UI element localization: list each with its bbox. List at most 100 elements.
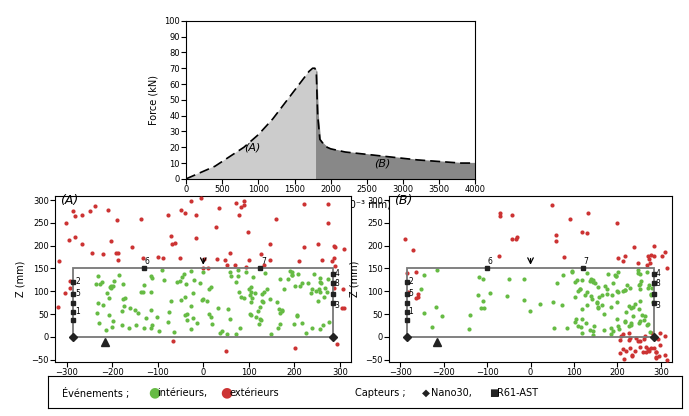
Point	[652, 336, 664, 343]
Point	[293, 270, 304, 277]
Point	[265, 295, 276, 302]
Point	[582, 270, 593, 277]
Point	[254, 303, 265, 310]
Point	[76, 241, 88, 248]
Point	[245, 289, 256, 296]
Point	[213, 205, 224, 212]
Point	[130, 307, 141, 313]
Point	[644, 260, 655, 267]
Point	[233, 289, 244, 295]
Point	[256, 298, 267, 305]
Point	[181, 311, 192, 317]
Point	[113, 272, 124, 279]
Point	[606, 330, 617, 337]
Point	[600, 282, 611, 289]
Point	[315, 275, 326, 281]
Point	[495, 213, 506, 220]
Point	[261, 286, 272, 292]
Point	[586, 292, 597, 299]
Point	[588, 322, 599, 329]
Point	[257, 299, 268, 305]
Point	[136, 289, 147, 296]
Point	[626, 320, 637, 327]
Point	[507, 212, 518, 219]
Point	[583, 210, 594, 216]
Point	[322, 220, 333, 226]
Text: 6: 6	[145, 257, 150, 266]
Text: Événements ;: Événements ;	[62, 388, 130, 399]
Point	[258, 262, 269, 268]
Point	[606, 325, 617, 332]
Point	[633, 337, 644, 344]
Point	[322, 288, 333, 295]
Point	[419, 271, 430, 278]
Point	[636, 312, 647, 318]
Point	[322, 201, 333, 208]
Point	[136, 216, 147, 223]
Text: 4: 4	[335, 268, 340, 277]
Text: 8: 8	[335, 279, 339, 287]
Point	[593, 294, 604, 300]
Point	[615, 337, 626, 343]
Point	[615, 349, 626, 356]
Point	[103, 206, 114, 213]
Point	[265, 331, 276, 337]
Point	[655, 342, 666, 349]
Point	[659, 332, 670, 339]
Point	[239, 295, 250, 302]
Text: 5: 5	[75, 289, 80, 297]
Point	[586, 276, 597, 283]
Point	[94, 281, 105, 288]
Point	[620, 287, 631, 293]
Point	[320, 285, 331, 292]
Point	[312, 240, 323, 247]
Point	[329, 243, 340, 250]
Point	[243, 228, 254, 235]
Point	[154, 327, 165, 334]
Point	[619, 318, 630, 324]
Point	[569, 319, 580, 325]
Point	[634, 286, 645, 293]
Point	[203, 265, 214, 272]
Point	[575, 285, 586, 292]
Text: 5: 5	[409, 289, 413, 297]
Point	[93, 299, 104, 306]
Point	[615, 333, 626, 339]
Point	[613, 268, 624, 275]
Point	[617, 346, 628, 352]
Text: 8: 8	[656, 279, 661, 287]
Point	[617, 330, 628, 337]
Point	[644, 348, 655, 355]
Point	[547, 201, 558, 208]
Point	[219, 257, 230, 263]
Point	[336, 305, 347, 312]
Point	[294, 282, 305, 289]
Point	[220, 348, 232, 354]
Point	[633, 281, 644, 288]
Point	[163, 211, 174, 218]
Point	[635, 281, 646, 287]
Point	[561, 324, 572, 331]
Point	[643, 282, 654, 289]
Point	[635, 278, 646, 285]
Point	[525, 308, 536, 314]
Point	[90, 280, 101, 287]
Point	[174, 278, 185, 285]
Point	[566, 268, 577, 275]
Point	[610, 272, 621, 279]
Point	[107, 283, 119, 290]
Point	[599, 310, 610, 317]
Point	[610, 273, 621, 280]
Point	[298, 244, 309, 250]
Point	[662, 357, 673, 363]
Point	[577, 276, 588, 283]
Point	[649, 345, 660, 352]
Point	[646, 252, 657, 258]
Point	[661, 265, 672, 271]
Point	[166, 241, 177, 248]
Point	[246, 284, 257, 291]
Point	[100, 327, 111, 334]
Point	[588, 332, 599, 338]
Text: (B): (B)	[393, 194, 412, 207]
Point	[282, 276, 294, 282]
